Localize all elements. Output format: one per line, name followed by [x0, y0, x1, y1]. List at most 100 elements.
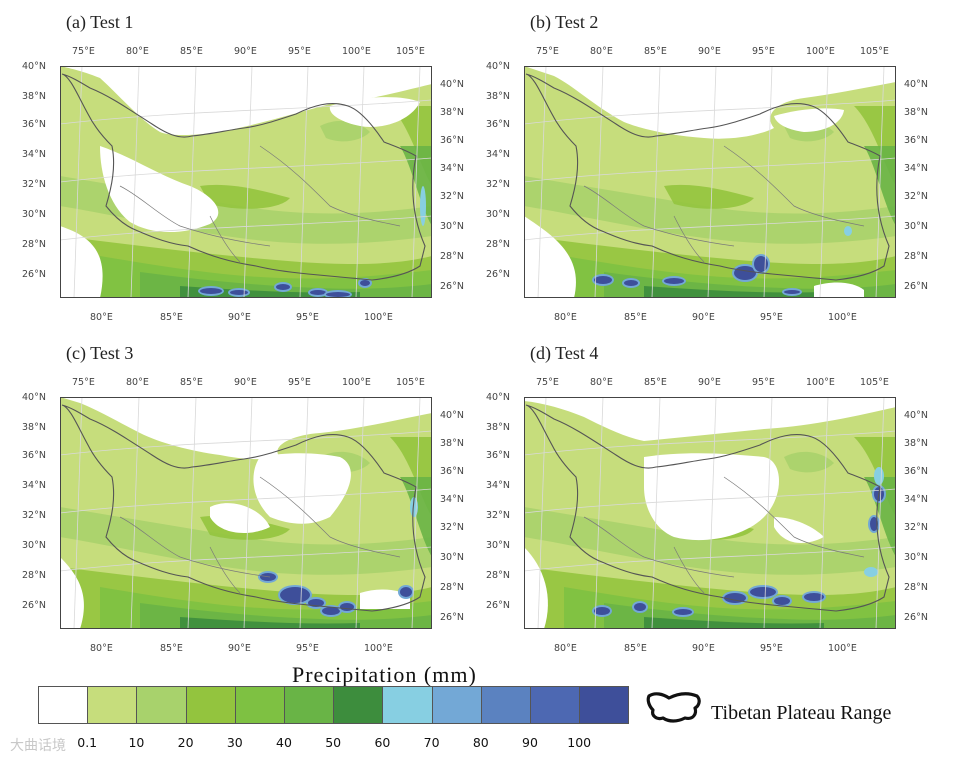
right-lat-label: 30°N: [904, 552, 928, 563]
top-lon-label: 105°E: [860, 46, 889, 57]
left-lat-label: 28°N: [486, 570, 510, 581]
bottom-lon-label: 80°E: [90, 312, 113, 323]
right-lat-label: 38°N: [904, 107, 928, 118]
left-lat-label: 38°N: [22, 91, 46, 102]
right-lat-label: 38°N: [440, 438, 464, 449]
precip-field-d: [524, 397, 896, 629]
right-lat-label: 30°N: [440, 552, 464, 563]
top-lon-label: 95°E: [752, 377, 775, 388]
colorbar-tick-label: 20: [177, 735, 194, 750]
right-lat-label: 32°N: [904, 191, 928, 202]
top-lon-label: 85°E: [180, 46, 203, 57]
top-lon-label: 85°E: [180, 377, 203, 388]
watermark: 大曲话境: [10, 738, 66, 754]
right-lat-label: 36°N: [904, 135, 928, 146]
left-lat-label: 32°N: [22, 179, 46, 190]
left-lat-label: 36°N: [22, 450, 46, 461]
left-lat-label: 40°N: [22, 392, 46, 403]
top-lon-label: 75°E: [536, 377, 559, 388]
left-lat-label: 34°N: [22, 149, 46, 160]
left-lat-label: 38°N: [486, 91, 510, 102]
top-lon-label: 85°E: [644, 377, 667, 388]
top-lon-label: 90°E: [698, 46, 721, 57]
colorbar-title: Precipitation (mm): [292, 662, 477, 687]
right-lat-label: 28°N: [904, 251, 928, 262]
colorbar-swatch: [333, 686, 384, 724]
right-lat-label: 26°N: [440, 612, 464, 623]
colorbar-tick-label: 10: [128, 735, 145, 750]
bottom-lon-label: 80°E: [554, 312, 577, 323]
right-lat-label: 28°N: [440, 251, 464, 262]
colorbar-swatch: [530, 686, 581, 724]
right-lat-label: 36°N: [440, 135, 464, 146]
bottom-lon-label: 100°E: [364, 643, 393, 654]
map-panel-d: [524, 397, 896, 629]
right-lat-label: 28°N: [904, 582, 928, 593]
left-lat-label: 28°N: [486, 239, 510, 250]
top-lon-label: 95°E: [752, 46, 775, 57]
precip-field-a: [60, 66, 432, 298]
top-lon-label: 105°E: [396, 46, 425, 57]
right-lat-label: 40°N: [440, 79, 464, 90]
legend-label: Tibetan Plateau Range: [711, 702, 892, 724]
right-lat-label: 38°N: [904, 438, 928, 449]
top-lon-label: 100°E: [806, 46, 835, 57]
precip-field-b: [524, 66, 896, 298]
right-lat-label: 32°N: [440, 191, 464, 202]
left-lat-label: 38°N: [486, 422, 510, 433]
bottom-lon-label: 90°E: [228, 643, 251, 654]
colorbar-tick-label: 30: [226, 735, 243, 750]
top-lon-label: 90°E: [234, 46, 257, 57]
panel-title-b: (b) Test 2: [530, 12, 599, 32]
top-lon-label: 80°E: [126, 46, 149, 57]
bottom-lon-label: 80°E: [90, 643, 113, 654]
colorbar-tick-label: 90: [522, 735, 538, 750]
right-lat-label: 28°N: [440, 582, 464, 593]
top-lon-label: 95°E: [288, 377, 311, 388]
bottom-lon-label: 85°E: [624, 643, 647, 654]
left-lat-label: 34°N: [486, 149, 510, 160]
colorbar-swatch: [136, 686, 187, 724]
panel-title-d: (d) Test 4: [530, 343, 599, 363]
top-lon-label: 100°E: [342, 46, 371, 57]
colorbar-swatch: [480, 686, 531, 724]
colorbar-tick-label: 0.1: [77, 735, 98, 750]
map-panel-c: [60, 397, 432, 629]
left-lat-label: 30°N: [22, 209, 46, 220]
left-lat-label: 36°N: [486, 119, 510, 130]
top-lon-label: 80°E: [126, 377, 149, 388]
left-lat-label: 32°N: [486, 510, 510, 521]
left-lat-label: 34°N: [22, 480, 46, 491]
panel-title-c: (c) Test 3: [66, 343, 134, 363]
colorbar-tick-label: 100: [567, 735, 592, 750]
right-lat-label: 36°N: [440, 466, 464, 477]
bottom-lon-label: 95°E: [296, 643, 319, 654]
top-lon-label: 75°E: [536, 46, 559, 57]
bottom-lon-label: 95°E: [296, 312, 319, 323]
left-lat-label: 38°N: [22, 422, 46, 433]
bottom-lon-label: 95°E: [760, 312, 783, 323]
right-lat-label: 34°N: [440, 163, 464, 174]
map-panel-a: [60, 66, 432, 298]
right-lat-label: 32°N: [904, 522, 928, 533]
colorbar-tick-label: 40: [276, 735, 292, 750]
left-lat-label: 26°N: [486, 269, 510, 280]
right-lat-label: 26°N: [440, 281, 464, 292]
colorbar-swatch: [38, 686, 89, 724]
top-lon-label: 75°E: [72, 46, 95, 57]
bottom-lon-label: 95°E: [760, 643, 783, 654]
left-lat-label: 40°N: [486, 61, 510, 72]
bottom-lon-label: 90°E: [692, 643, 715, 654]
left-lat-label: 26°N: [22, 600, 46, 611]
top-lon-label: 100°E: [342, 377, 371, 388]
left-lat-label: 30°N: [486, 540, 510, 551]
precip-field-c: [60, 397, 432, 629]
colorbar-tick-label: 50: [325, 735, 342, 750]
right-lat-label: 34°N: [904, 163, 928, 174]
left-lat-label: 26°N: [22, 269, 46, 280]
left-lat-label: 26°N: [486, 600, 510, 611]
panel-title-a: (a) Test 1: [66, 12, 134, 32]
colorbar-tick-label: 70: [423, 735, 440, 750]
bottom-lon-label: 85°E: [160, 312, 183, 323]
top-lon-label: 80°E: [590, 46, 613, 57]
